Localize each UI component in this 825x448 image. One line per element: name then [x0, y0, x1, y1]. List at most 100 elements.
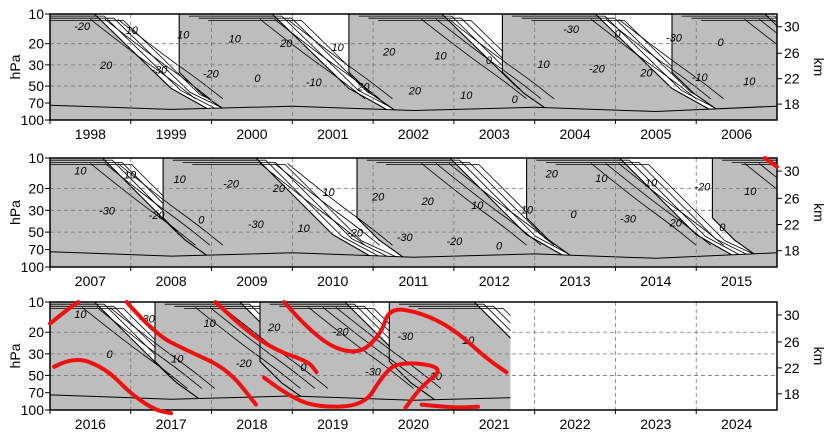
pressure-tick-label: 10	[28, 150, 44, 166]
year-tick-label: 1998	[75, 126, 106, 142]
westerly-region	[50, 302, 229, 410]
lower-westerly-strip	[50, 251, 777, 267]
altitude-tick-label: 22	[784, 216, 800, 232]
contour-label: 20	[639, 68, 653, 80]
westerly-region	[711, 158, 777, 267]
contour-line	[399, 303, 511, 332]
contour-label: 10	[332, 42, 345, 54]
contour-label: 0	[486, 55, 493, 67]
easterly-contour	[287, 18, 393, 100]
red-outline	[262, 361, 440, 410]
easterly-contour	[435, 18, 542, 100]
year-tick-label: 2022	[559, 416, 590, 432]
altitude-tick-label: 30	[784, 307, 800, 323]
contour-label: -30	[397, 232, 414, 244]
contour-label: 10	[177, 29, 190, 41]
year-tick-label: 2021	[479, 416, 510, 432]
contour-label: 10	[74, 165, 87, 177]
pressure-tick-label: 10	[28, 294, 44, 310]
altitude-tick-label: 18	[784, 386, 800, 402]
contour-line	[691, 17, 777, 19]
pressure-tick-label: 20	[28, 324, 44, 340]
contour-label: -10	[306, 77, 323, 89]
red-outline	[213, 300, 319, 375]
year-tick-label: 2006	[721, 126, 752, 142]
altitude-tick-label: 22	[784, 360, 800, 376]
grid	[50, 302, 777, 410]
easterly-contour	[104, 163, 211, 246]
easterly-contour	[744, 18, 777, 45]
easterly-contour	[590, 163, 697, 246]
contour-label: 10	[744, 186, 757, 198]
year-tick-label: 2001	[317, 126, 348, 142]
contour-line	[536, 159, 763, 267]
westerly-shading	[50, 302, 511, 410]
contour-label: 10	[537, 59, 550, 71]
y-axis-title-left: hPa	[7, 200, 23, 225]
contour-line	[182, 162, 409, 267]
contour-label: 0	[496, 241, 503, 253]
contour-label: -20	[74, 21, 91, 33]
year-tick-label: 2017	[156, 416, 187, 432]
year-tick-label: 2015	[721, 273, 752, 289]
pressure-tick-label: 100	[21, 259, 45, 275]
westerly-region	[526, 158, 754, 267]
pressure-tick-label: 100	[21, 402, 45, 418]
contour-label: -30	[397, 331, 414, 343]
easterly-contour	[618, 163, 724, 246]
altitude-tick-label: 18	[784, 243, 800, 259]
pressure-tick-label: 10	[28, 6, 44, 22]
contour-label: -20	[446, 236, 463, 248]
easterly-contour	[117, 163, 224, 246]
contour-label: 10	[645, 177, 658, 189]
year-tick-label: 2013	[559, 273, 590, 289]
red-outline	[282, 300, 509, 375]
contour-label: 10	[434, 51, 447, 63]
contour-label: 10	[460, 90, 473, 102]
altitude-tick-label: 30	[784, 19, 800, 35]
contour-label: -30	[563, 24, 580, 36]
contour-label: -30	[151, 64, 168, 76]
year-tick-label: 2019	[317, 416, 348, 432]
westerly-region	[50, 14, 229, 120]
easterly-contour	[435, 163, 542, 246]
y-axis-title-left: hPa	[7, 54, 23, 79]
westerly-region	[50, 158, 237, 267]
contour-label: 20	[272, 183, 286, 195]
contour-label: 20	[279, 38, 293, 50]
pressure-tick-label: 30	[28, 57, 44, 73]
pressure-tick-label: 70	[28, 95, 44, 111]
altitude-tick-label: 22	[784, 71, 800, 87]
y-axis-title-right: km	[811, 203, 825, 222]
contour-label: -20	[203, 69, 220, 81]
contour-label: -30	[99, 206, 116, 218]
easterly-contour	[90, 18, 196, 100]
year-tick-label: 2003	[479, 126, 510, 142]
contour-label: 10	[595, 173, 608, 185]
panel-1: -202010-3010-2010020-101020202010100010-…	[7, 6, 825, 142]
contour-label: 20	[421, 196, 435, 208]
easterly-contour	[195, 307, 301, 389]
altitude-tick-label: 26	[784, 45, 800, 61]
contour-label: 20	[267, 322, 281, 334]
year-tick-label: 2005	[640, 126, 671, 142]
pressure-tick-label: 50	[28, 78, 44, 94]
pressure-tick-label: 100	[21, 112, 45, 128]
easterly-contour	[421, 163, 527, 246]
easterly-contour	[96, 307, 203, 389]
contour-label: 10	[743, 76, 756, 88]
easterly-contour	[421, 18, 527, 100]
contour-label: -30	[365, 366, 382, 378]
easterly-contour	[82, 307, 188, 389]
year-tick-label: 2007	[75, 273, 106, 289]
easterly-contour	[104, 18, 211, 100]
panel-3: 100-301010-20200-20-30-30101010203050701…	[7, 294, 825, 432]
year-tick-label: 2000	[236, 126, 267, 142]
red-outline	[52, 358, 174, 416]
contour-label: 0	[719, 222, 726, 234]
year-tick-label: 1999	[156, 126, 187, 142]
contour-line	[408, 305, 511, 324]
westerly-region	[348, 14, 577, 120]
contour-line	[546, 162, 773, 267]
altitude-tick-label: 18	[784, 96, 800, 112]
